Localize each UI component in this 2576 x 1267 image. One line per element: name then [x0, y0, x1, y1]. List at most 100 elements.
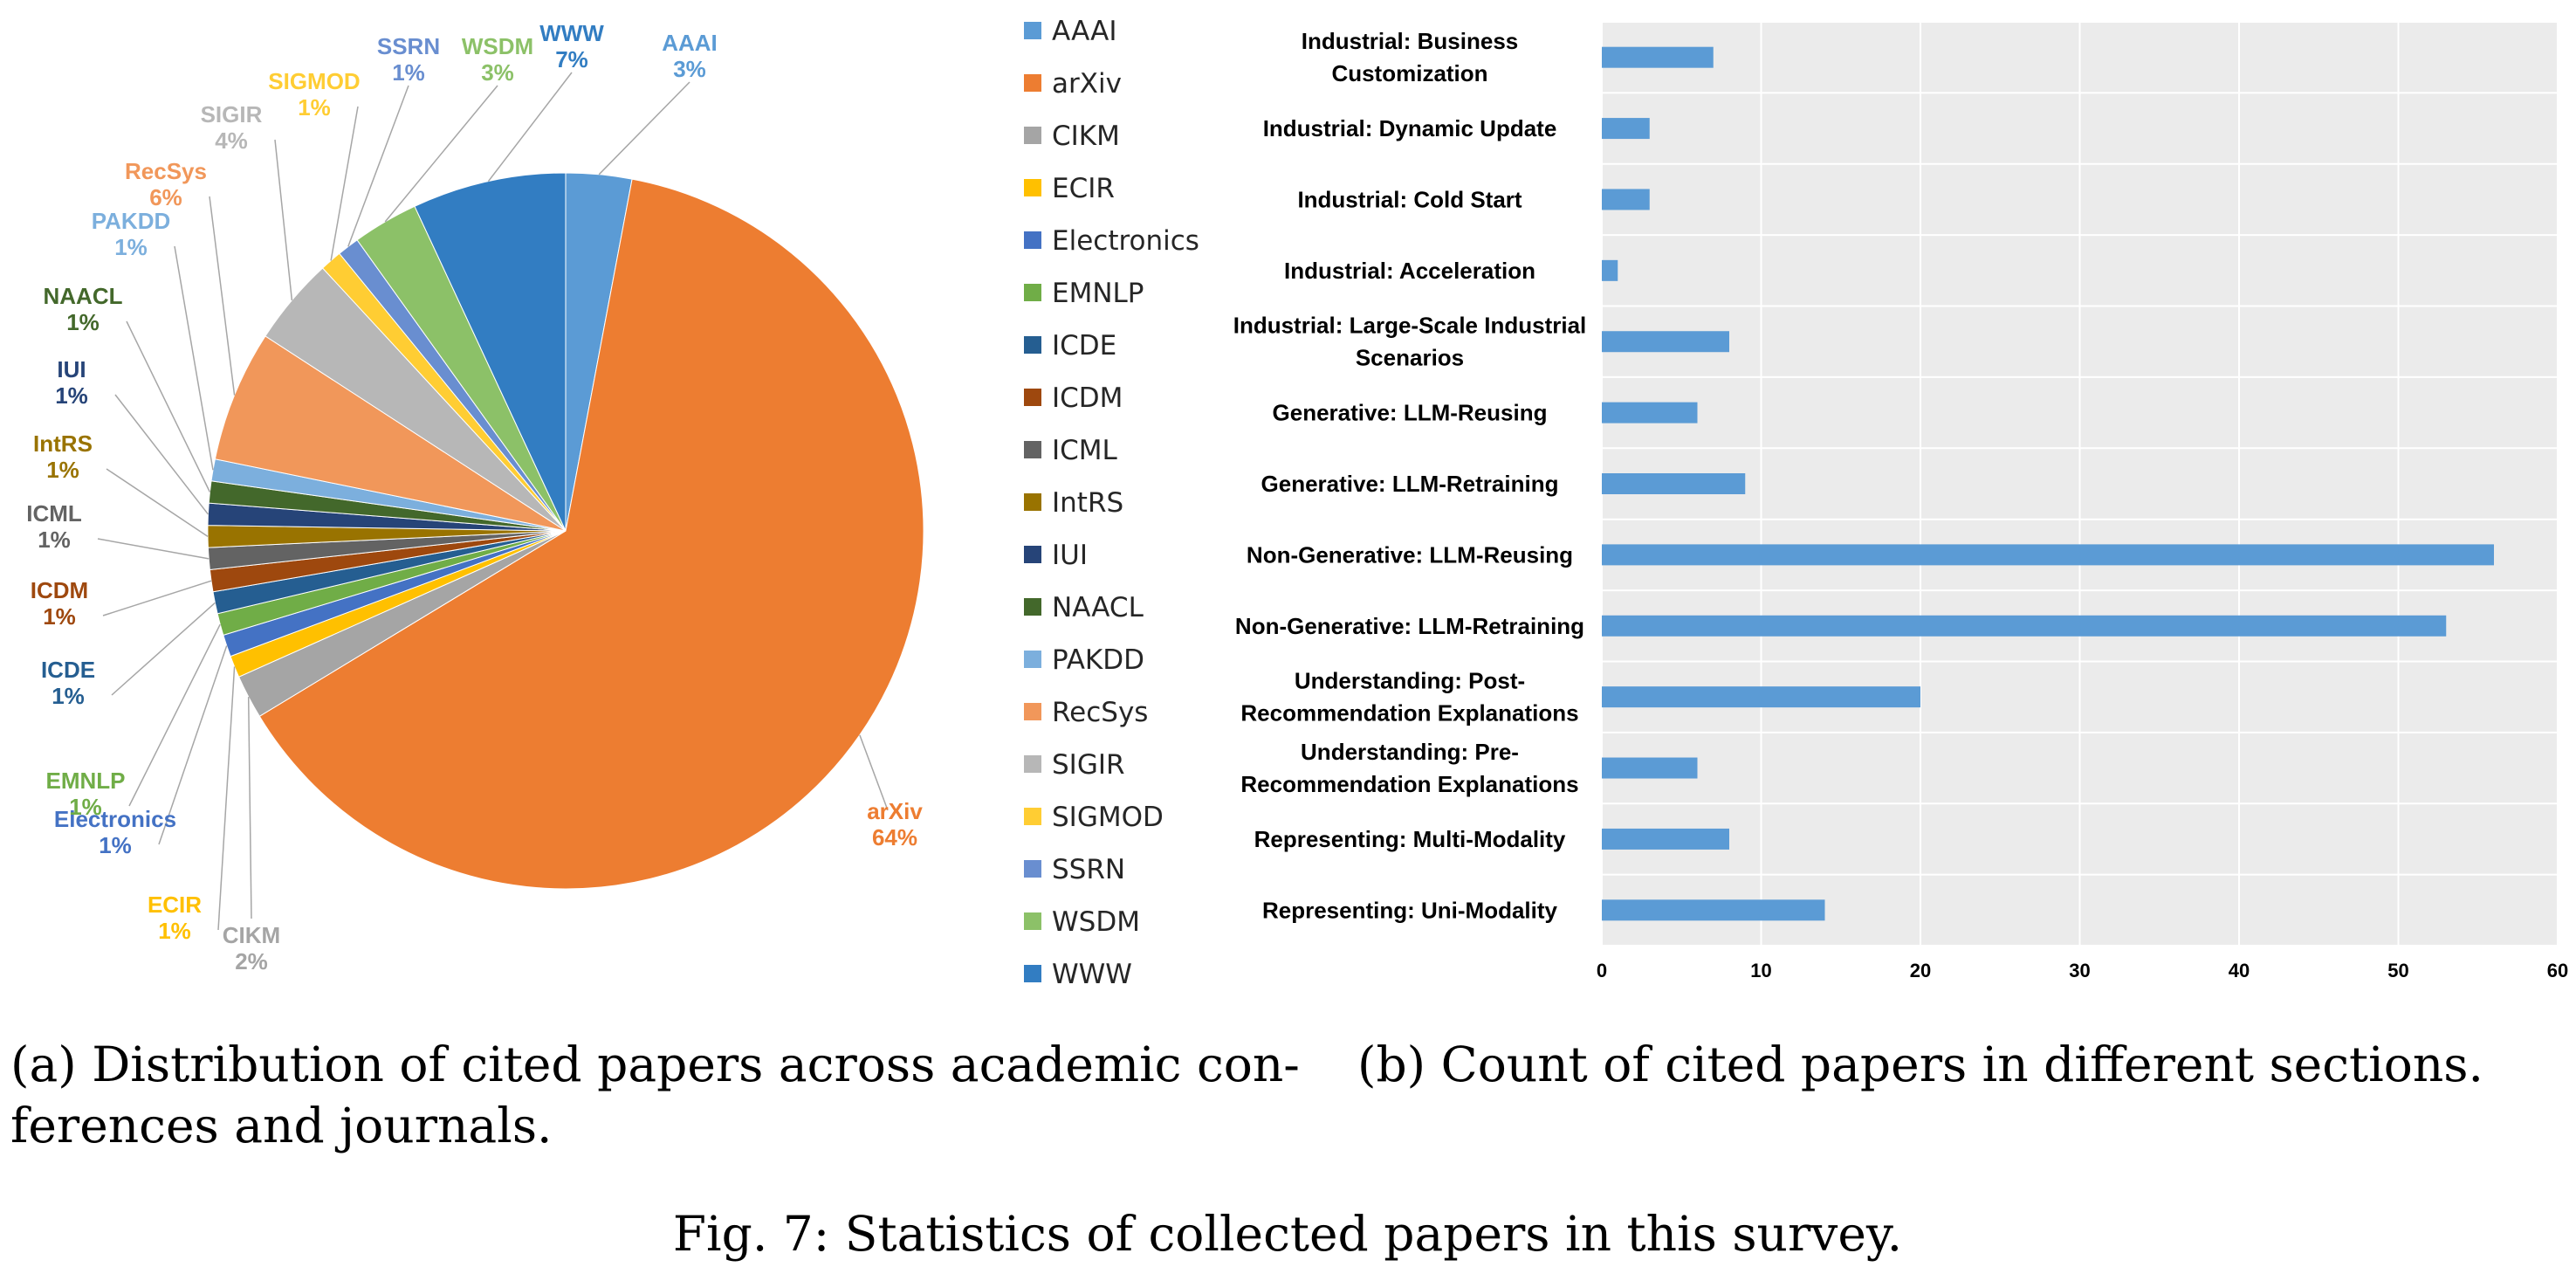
legend-swatch-sigir: [1024, 755, 1041, 773]
x-tick-label-0: 0: [1597, 960, 1607, 981]
category-label-non-generative-llm-reusing-line1: Non-Generative: LLM-Reusing: [1247, 541, 1573, 568]
x-tick-label-20: 20: [1910, 960, 1931, 981]
bar-representing-multi-modality: [1602, 828, 1729, 850]
legend-label-arxiv: arXiv: [1052, 68, 1122, 100]
leader-line-emnlp: [128, 623, 221, 807]
bar-industrial-large-scale-industrial-scenarios: [1602, 331, 1729, 353]
leader-line-iui: [114, 394, 209, 515]
pie-pct-naacl: 1%: [66, 309, 100, 335]
pie-label-icde: ICDE: [41, 657, 95, 683]
x-tick-label-30: 30: [2069, 960, 2090, 981]
legend-swatch-icde: [1024, 336, 1041, 354]
pie-label-recsys: RecSys: [125, 158, 207, 184]
leader-line-icml: [97, 538, 210, 560]
leader-line-recsys: [209, 196, 236, 396]
leader-line-icdm: [102, 580, 212, 616]
bar-generative-llm-reusing: [1602, 402, 1698, 423]
pie-label-icdm: ICDM: [31, 577, 88, 603]
leader-line-ssrn: [347, 85, 409, 247]
legend-label-electronics: Electronics: [1052, 225, 1199, 257]
legend-swatch-emnlp: [1024, 284, 1041, 301]
legend-swatch-electronics: [1024, 231, 1041, 249]
category-label-understanding-pre-recommendation-explanations-line1: Understanding: Pre-: [1301, 739, 1519, 765]
leader-line-cikm: [247, 697, 252, 919]
bar-industrial-acceleration: [1602, 259, 1618, 281]
bar-category-labels: Industrial: Business Customization Industr…: [1233, 28, 1587, 923]
leader-line-wsdm: [384, 85, 498, 223]
legend-swatch-wsdm: [1024, 912, 1041, 930]
pie-label-iui: IUI: [57, 356, 86, 382]
pie-pct-emnlp: 1%: [69, 794, 102, 820]
category-label-representing-uni-modality-line1: Representing: Uni-Modality: [1262, 897, 1558, 923]
legend-swatch-recsys: [1024, 703, 1041, 720]
category-label-industrial-cold-start-line1: Industrial: Cold Start: [1297, 186, 1522, 212]
pie-pct-icdm: 1%: [43, 603, 76, 630]
pie-pct-sigmod: 1%: [298, 94, 331, 121]
bar-non-generative-llm-reusing: [1602, 544, 2494, 566]
pie-pct-electronics: 1%: [99, 832, 132, 858]
pie-label-pakdd: PAKDD: [92, 208, 171, 234]
legend-label-sigir: SIGIR: [1052, 749, 1125, 781]
legend-swatch-ecir: [1024, 179, 1041, 196]
legend-label-pakdd: PAKDD: [1052, 644, 1144, 676]
caption-a-line2: ferences and journals.: [10, 1098, 553, 1153]
category-label-industrial-business-customization-line1: Industrial: Business: [1302, 28, 1519, 54]
legend-swatch-www: [1024, 965, 1041, 982]
x-tick-label-10: 10: [1750, 960, 1771, 981]
bar-generative-llm-retraining: [1602, 473, 1746, 494]
pie-slices: [207, 172, 924, 890]
leader-line-icde: [111, 602, 216, 696]
pie-label-icml: ICML: [26, 500, 82, 527]
pie-pct-intrs: 1%: [46, 457, 79, 483]
leader-line-aaai: [598, 81, 690, 176]
legend-label-www: WWW: [1052, 959, 1132, 990]
category-label-industrial-acceleration-line1: Industrial: Acceleration: [1284, 258, 1535, 284]
legend-swatch-aaai: [1024, 22, 1041, 39]
pie-pct-recsys: 6%: [149, 184, 182, 210]
legend-label-iui: IUI: [1052, 540, 1088, 571]
pie-pct-www: 7%: [555, 46, 588, 72]
pie-label-naacl: NAACL: [44, 283, 123, 309]
legend-swatch-intrs: [1024, 493, 1041, 511]
bar-gridlines: [1601, 21, 2559, 947]
pie-label-cikm: CIKM: [223, 922, 280, 948]
pie-label-sigmod: SIGMOD: [268, 68, 360, 94]
category-label-representing-multi-modality-line1: Representing: Multi-Modality: [1254, 826, 1566, 852]
pie-pct-wsdm: 3%: [481, 59, 514, 86]
pie-label-intrs: IntRS: [33, 430, 93, 457]
pie-pct-sigir: 4%: [215, 127, 248, 154]
pie-slice-www: [414, 172, 567, 532]
leader-line-ecir: [217, 666, 236, 931]
category-label-understanding-pre-recommendation-explanations-line2: Recommendation Explanations: [1240, 771, 1578, 797]
leader-line-sigmod: [330, 106, 359, 261]
pie-label-emnlp: EMNLP: [46, 768, 126, 794]
pie-label-sigir: SIGIR: [201, 101, 263, 127]
legend-swatch-icdm: [1024, 389, 1041, 406]
legend-swatch-icml: [1024, 441, 1041, 458]
legend-label-icdm: ICDM: [1052, 382, 1123, 414]
figure-caption: Fig. 7: Statistics of collected papers i…: [673, 1206, 1902, 1262]
legend-swatch-naacl: [1024, 598, 1041, 616]
pie-pct-ssrn: 1%: [392, 59, 425, 86]
legend-label-wsdm: WSDM: [1052, 906, 1140, 938]
pie-pct-ecir: 1%: [158, 918, 191, 944]
bar-chart: Industrial: Business Customization Industr…: [1233, 21, 2568, 981]
legend-swatch-arxiv: [1024, 74, 1041, 92]
category-label-generative-llm-reusing-line1: Generative: LLM-Reusing: [1273, 400, 1548, 426]
legend-label-recsys: RecSys: [1052, 697, 1148, 728]
pie-labels: AAAI3%arXiv64%CIKM2%ECIR1%Electronics1%E…: [26, 20, 923, 974]
bar-representing-uni-modality: [1602, 899, 1825, 921]
legend-label-naacl: NAACL: [1052, 592, 1144, 623]
leader-line-www: [487, 72, 573, 182]
x-tick-label-40: 40: [2229, 960, 2250, 981]
pie-label-wsdm: WSDM: [462, 33, 533, 59]
pie-label-aaai: AAAI: [662, 30, 718, 56]
legend-label-ssrn: SSRN: [1052, 854, 1125, 885]
bar-industrial-business-customization: [1602, 46, 1714, 68]
bar-understanding-post-recommendation-explanations: [1602, 686, 1920, 708]
pie-slice-arxiv: [258, 178, 924, 890]
legend-swatch-sigmod: [1024, 808, 1041, 825]
legend-swatch-cikm: [1024, 127, 1041, 144]
legend-label-aaai: AAAI: [1052, 16, 1117, 47]
